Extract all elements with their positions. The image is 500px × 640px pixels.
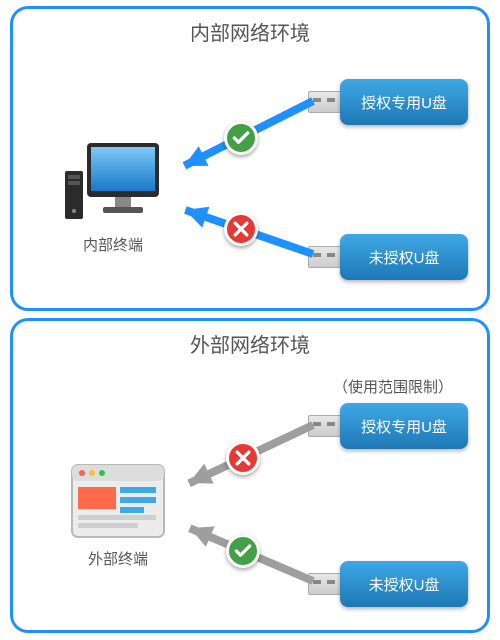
usb-unauthorized-external: 未授权U盘: [308, 561, 468, 607]
external-terminal: 外部终端: [68, 461, 168, 569]
scope-limit-note: （使用范围限制）: [313, 376, 473, 397]
usb-authorized-external: 授权专用U盘: [308, 403, 468, 449]
arrow-head-icon: [181, 199, 209, 227]
arrow-head-icon: [185, 518, 214, 547]
usb-body: 授权专用U盘: [340, 79, 468, 125]
usb-unauthorized-internal: 未授权U盘: [308, 234, 468, 280]
panel-internal: 内部网络环境 内部终端 授权专用U盘: [10, 6, 490, 311]
check-icon: [224, 121, 258, 155]
usb-label: 未授权U盘: [369, 247, 440, 268]
cross-icon: [224, 212, 258, 246]
cross-icon: [226, 441, 260, 475]
panel1-title: 内部网络环境: [13, 17, 487, 46]
internal-terminal: 内部终端: [63, 139, 163, 255]
computer-icon: [63, 139, 163, 229]
usb-label: 授权专用U盘: [361, 416, 447, 437]
panel2-title: 外部网络环境: [13, 329, 487, 358]
browser-icon: [68, 461, 168, 543]
usb-label: 授权专用U盘: [361, 92, 447, 113]
usb-body: 未授权U盘: [340, 561, 468, 607]
usb-authorized-internal: 授权专用U盘: [308, 79, 468, 125]
external-terminal-label: 外部终端: [68, 548, 168, 569]
usb-body: 授权专用U盘: [340, 403, 468, 449]
usb-body: 未授权U盘: [340, 234, 468, 280]
internal-terminal-label: 内部终端: [63, 234, 163, 255]
usb-label: 未授权U盘: [369, 574, 440, 595]
panel-external: 外部网络环境 （使用范围限制） 外部终端 授权专用U盘 未授权U盘: [10, 318, 490, 633]
check-icon: [226, 534, 260, 568]
